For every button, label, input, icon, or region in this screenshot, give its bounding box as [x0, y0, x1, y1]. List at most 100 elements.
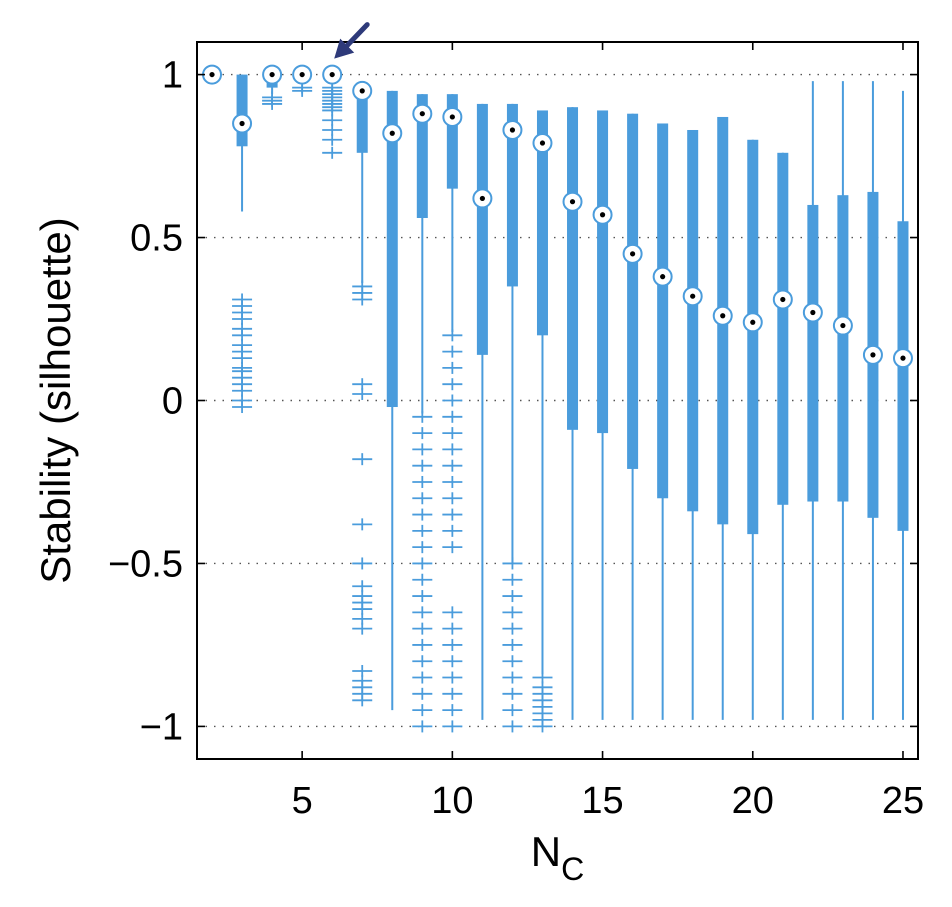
median-marker — [412, 103, 433, 124]
median-marker — [742, 312, 763, 333]
outlier-marker — [412, 655, 433, 668]
outlier-marker — [502, 638, 523, 651]
median-dot — [780, 296, 786, 303]
outlier-marker — [502, 606, 523, 619]
box — [356, 90, 368, 153]
outlier-marker — [532, 720, 553, 733]
outlier-marker — [412, 704, 433, 717]
median-marker — [622, 243, 643, 264]
median-marker — [892, 348, 913, 369]
median-dot — [569, 199, 576, 205]
outlier-marker — [352, 557, 373, 570]
median-marker — [592, 204, 613, 225]
outlier-marker — [442, 720, 463, 733]
outlier-marker — [412, 492, 433, 505]
outlier-marker — [412, 508, 433, 521]
annotation-arrow — [334, 22, 370, 59]
box — [536, 110, 548, 336]
outlier-marker — [442, 394, 463, 407]
median-dot — [900, 355, 906, 361]
x-axis-title-subscript: C — [561, 851, 584, 887]
grid-lines — [197, 73, 918, 728]
outlier-marker — [442, 622, 463, 635]
outlier-marker — [442, 508, 463, 521]
box — [657, 123, 669, 499]
box — [386, 90, 398, 408]
outlier-marker — [322, 133, 343, 146]
x-tick-label: 20 — [732, 780, 774, 822]
outlier-marker — [352, 387, 373, 400]
y-tick-label: 0 — [162, 381, 183, 423]
outlier-marker — [412, 557, 433, 570]
outlier-marker — [502, 704, 523, 717]
median-dot — [660, 274, 666, 280]
box — [897, 221, 909, 531]
outlier-marker — [502, 573, 523, 586]
outlier-marker — [412, 410, 433, 423]
box — [807, 204, 819, 502]
outlier-marker — [352, 453, 373, 466]
median-dot — [239, 120, 245, 127]
median-dot — [269, 71, 275, 78]
medians — [202, 64, 913, 369]
box — [687, 129, 699, 512]
outlier-marker — [412, 475, 433, 488]
outlier-marker — [442, 443, 463, 456]
outlier-marker — [442, 475, 463, 488]
outlier-marker — [442, 459, 463, 472]
outlier-marker — [442, 671, 463, 684]
outlier-marker — [442, 638, 463, 651]
median-marker — [652, 266, 673, 287]
median-marker — [382, 123, 403, 144]
median-dot — [840, 322, 846, 329]
x-axis-title: NC — [531, 828, 584, 887]
median-dot — [599, 212, 606, 218]
arrow-shaft — [341, 22, 370, 52]
y-tick-label: −1 — [140, 706, 183, 748]
outlier-marker — [412, 720, 433, 733]
outlier-marker — [502, 557, 523, 570]
outlier-marker — [442, 492, 463, 505]
median-dot — [449, 114, 455, 120]
median-marker — [562, 191, 583, 212]
outlier-marker — [352, 622, 373, 635]
y-tick-label: 1 — [162, 55, 183, 97]
outlier-marker — [322, 146, 343, 159]
y-tick-label: 0.5 — [130, 218, 183, 260]
outlier-marker — [412, 427, 433, 440]
boxes — [206, 74, 909, 535]
outlier-marker — [442, 410, 463, 423]
x-tick-label: 15 — [581, 780, 623, 822]
outlier-marker — [412, 671, 433, 684]
median-dot — [630, 251, 636, 257]
median-marker — [232, 113, 253, 134]
median-marker — [682, 286, 703, 307]
box — [476, 103, 488, 355]
outlier-marker — [412, 459, 433, 472]
x-tick-label: 5 — [292, 780, 313, 822]
outlier-marker — [442, 378, 463, 391]
box — [627, 113, 639, 469]
outlier-marker — [442, 606, 463, 619]
median-marker — [532, 133, 553, 154]
outlier-marker — [502, 590, 523, 603]
median-marker — [862, 344, 883, 365]
median-marker — [352, 80, 373, 101]
box — [837, 195, 849, 502]
median-dot — [419, 111, 425, 117]
median-dot — [509, 127, 516, 133]
x-tick-label: 10 — [431, 780, 473, 822]
median-marker — [262, 64, 283, 85]
outlier-marker — [232, 401, 253, 414]
median-marker — [712, 305, 733, 326]
median-dot — [870, 352, 876, 358]
outlier-marker — [412, 541, 433, 554]
median-dot — [329, 71, 335, 78]
outlier-marker — [412, 443, 433, 456]
outlier-marker — [442, 329, 463, 342]
box — [567, 107, 579, 430]
outlier-marker — [442, 345, 463, 358]
median-marker — [832, 315, 853, 336]
outlier-marker — [412, 638, 433, 651]
outlier-marker — [412, 573, 433, 586]
